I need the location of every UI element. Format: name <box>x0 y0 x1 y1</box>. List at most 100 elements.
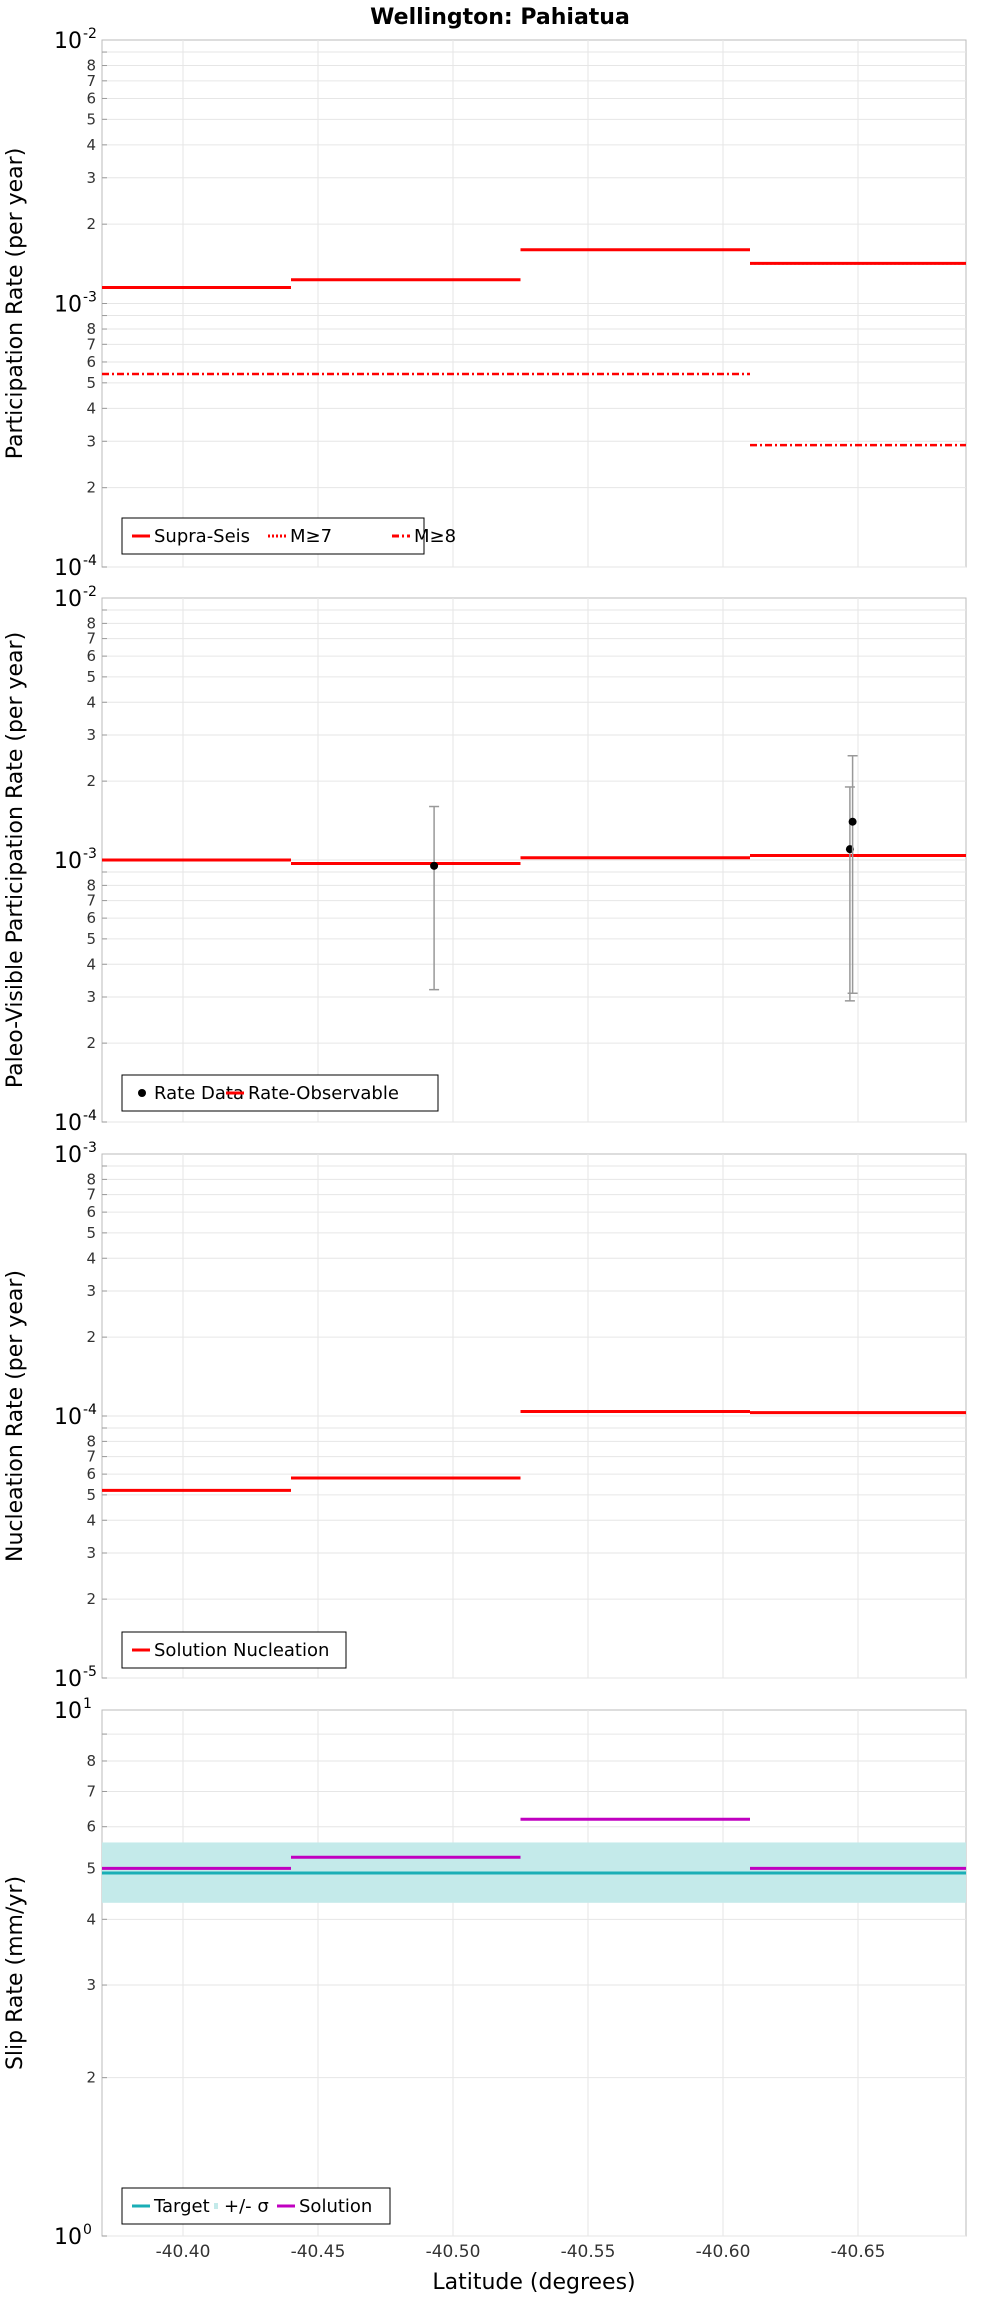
legend-item: +/- σ <box>214 2196 269 2217</box>
legend-item: Supra-Seis <box>132 526 250 547</box>
y-minor-tick-label: 4 <box>86 1249 96 1267</box>
y-tick-exponent: -4 <box>83 1402 97 1418</box>
legend: Supra-Seis M≥7 M≥8 <box>121 517 456 555</box>
legend-item: Target <box>132 2196 210 2217</box>
x-tick-label: -40.65 <box>831 2242 886 2262</box>
data-point <box>848 817 857 826</box>
y-axis-label: Participation Rate (per year) <box>3 148 28 460</box>
y-minor-tick-label: 6 <box>86 353 96 371</box>
x-tick-label: -40.60 <box>696 2242 751 2262</box>
y-tick-exponent: -5 <box>83 1664 97 1680</box>
y-tick-label: 10 <box>54 2225 82 2250</box>
legend-label: Rate Data <box>154 1083 244 1104</box>
legend-item: Rate Data <box>138 1083 244 1104</box>
y-minor-tick-label: 2 <box>86 2069 96 2087</box>
y-tick-exponent: -3 <box>83 846 97 862</box>
y-minor-tick-label: 4 <box>86 136 96 154</box>
y-minor-tick-label: 5 <box>86 1486 96 1504</box>
y-minor-tick-label: 5 <box>86 930 96 948</box>
legend-label: Rate-Observable <box>248 1083 399 1104</box>
y-minor-tick-label: 4 <box>86 955 96 973</box>
x-axis: -40.40 -40.45 -40.50 -40.55 -40.60 -40.65 <box>156 2242 886 2262</box>
y-minor-tick-label: 3 <box>86 169 96 187</box>
y-tick-label: 10 <box>54 293 82 318</box>
y-minor-tick-label: 8 <box>86 57 96 75</box>
legend-box <box>121 2187 391 2225</box>
y-minor-tick-label: 2 <box>86 215 96 233</box>
y-minor-tick-label: 3 <box>86 1976 96 1994</box>
x-tick-label: -40.40 <box>156 2242 211 2262</box>
y-minor-tick-label: 6 <box>86 647 96 665</box>
y-tick-label: 10 <box>54 1405 82 1430</box>
y-minor-tick-label: 6 <box>86 909 96 927</box>
y-minor-tick-label: 2 <box>86 772 96 790</box>
legend-item: Rate-Observable <box>226 1083 399 1104</box>
plot-area <box>101 1709 967 2237</box>
y-minor-tick-label: 8 <box>86 320 96 338</box>
y-tick-label: 10 <box>54 1667 82 1692</box>
y-tick-exponent: -2 <box>83 584 97 600</box>
y-minor-tick-label: 5 <box>86 1224 96 1242</box>
y-minor-tick-label: 5 <box>86 668 96 686</box>
legend-label: M≥8 <box>414 526 456 547</box>
y-minor-tick-label: 7 <box>86 335 96 353</box>
y-tick-exponent: 1 <box>83 1696 92 1712</box>
y-minor-tick-label: 8 <box>86 1752 96 1770</box>
y-tick-label: 10 <box>54 849 82 874</box>
y-minor-tick-label: 2 <box>86 479 96 497</box>
y-tick-exponent: -3 <box>83 1140 97 1156</box>
y-minor-tick-label: 4 <box>86 399 96 417</box>
y-tick-label: 10 <box>54 1111 82 1136</box>
y-axis-label: Paleo-Visible Participation Rate (per ye… <box>3 632 28 1088</box>
y-minor-tick-label: 8 <box>86 1170 96 1188</box>
legend-box <box>121 1074 439 1112</box>
legend-item: Solution <box>277 2196 372 2217</box>
y-minor-tick-label: 7 <box>86 892 96 910</box>
y-tick-label: 10 <box>54 1143 82 1168</box>
y-axis-label: Slip Rate (mm/yr) <box>3 1876 28 2070</box>
y-minor-tick-label: 8 <box>86 614 96 632</box>
y-minor-tick-label: 7 <box>86 1186 96 1204</box>
legend-box <box>121 1631 347 1669</box>
x-tick-label: -40.55 <box>561 2242 616 2262</box>
legend-item: Solution Nucleation <box>132 1640 329 1661</box>
legend-label: M≥7 <box>290 526 332 547</box>
y-minor-tick-label: 3 <box>86 432 96 450</box>
y-tick-label: 10 <box>54 587 82 612</box>
legend-label: Solution <box>299 2196 372 2217</box>
y-minor-tick-label: 5 <box>86 1859 96 1877</box>
y-tick-exponent: -3 <box>83 290 97 306</box>
legend-label: Supra-Seis <box>154 526 250 547</box>
x-tick-label: -40.50 <box>426 2242 481 2262</box>
y-minor-tick-label: 5 <box>86 110 96 128</box>
y-tick-exponent: -4 <box>83 1108 97 1124</box>
y-minor-tick-label: 2 <box>86 1034 96 1052</box>
data-point <box>430 861 439 870</box>
legend: Solution Nucleation <box>121 1631 347 1669</box>
legend-label: +/- σ <box>224 2196 269 2217</box>
y-minor-tick-label: 2 <box>86 1328 96 1346</box>
y-minor-tick-label: 6 <box>86 1818 96 1836</box>
chart-title: Wellington: Pahiatua <box>370 5 630 30</box>
y-tick-label: 10 <box>54 556 82 581</box>
y-minor-tick-label: 4 <box>86 693 96 711</box>
y-minor-tick-label: 7 <box>86 1448 96 1466</box>
y-minor-tick-label: 3 <box>86 1544 96 1562</box>
y-minor-tick-label: 2 <box>86 1590 96 1608</box>
x-tick-label: -40.45 <box>291 2242 346 2262</box>
y-minor-tick-label: 7 <box>86 630 96 648</box>
y-tick-exponent: -4 <box>83 553 97 569</box>
y-minor-tick-label: 4 <box>86 1910 96 1928</box>
y-minor-tick-label: 3 <box>86 726 96 744</box>
y-minor-tick-label: 6 <box>86 1203 96 1221</box>
y-minor-tick-label: 3 <box>86 988 96 1006</box>
y-minor-tick-label: 4 <box>86 1511 96 1529</box>
legend-marker <box>214 2203 218 2209</box>
